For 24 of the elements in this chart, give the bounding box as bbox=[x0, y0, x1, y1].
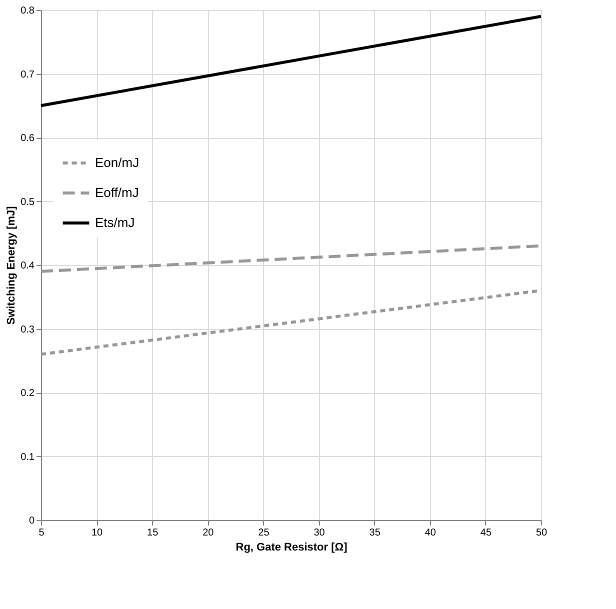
legend-label: Eon/mJ bbox=[95, 155, 140, 170]
x-tick-label: 40 bbox=[424, 528, 436, 538]
x-tick-label: 15 bbox=[147, 528, 159, 538]
y-tick-label: 0.7 bbox=[20, 69, 35, 80]
y-tick-label: 0.8 bbox=[20, 6, 35, 16]
x-tick-label: 50 bbox=[536, 528, 548, 538]
y-axis-title: Switching Energy [mJ] bbox=[6, 206, 18, 325]
legend-label: Ets/mJ bbox=[95, 215, 135, 230]
x-tick-label: 5 bbox=[38, 528, 45, 538]
y-tick-label: 0.6 bbox=[20, 133, 35, 144]
x-tick-label: 30 bbox=[314, 528, 326, 538]
x-tick-label: 10 bbox=[91, 528, 104, 538]
x-tick-label: 25 bbox=[258, 528, 270, 538]
y-tick-label: 0.4 bbox=[20, 260, 35, 272]
y-tick-label: 0.1 bbox=[20, 452, 35, 463]
y-tick-label: 0.2 bbox=[20, 388, 35, 399]
x-tick-label: 35 bbox=[369, 528, 381, 538]
x-axis-title: Rg, Gate Resistor [Ω] bbox=[236, 542, 348, 554]
x-tick-label: 20 bbox=[202, 528, 214, 538]
y-tick-label: 0.3 bbox=[20, 324, 35, 336]
y-tick-label: 0.5 bbox=[20, 196, 35, 208]
y-tick-label: 0 bbox=[28, 516, 35, 526]
legend-label: Eoff/mJ bbox=[95, 185, 139, 200]
x-tick-label: 45 bbox=[480, 528, 492, 538]
